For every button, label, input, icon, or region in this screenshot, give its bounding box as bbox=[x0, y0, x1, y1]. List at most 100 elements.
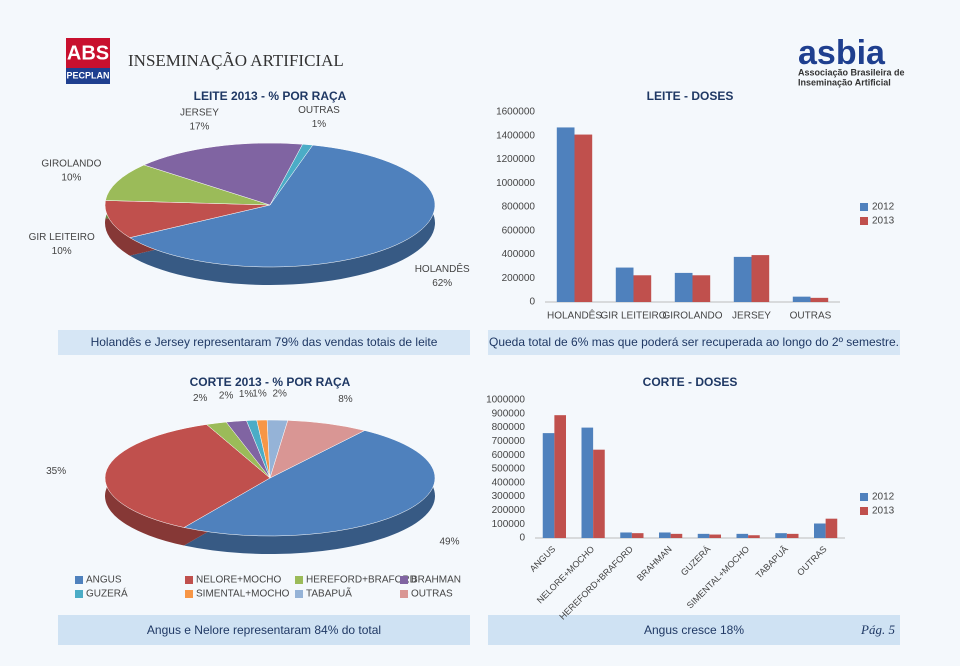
value-label: 10% bbox=[52, 246, 72, 257]
bar bbox=[556, 127, 575, 302]
chart-title: LEITE 2013 - % POR RAÇA bbox=[194, 89, 347, 103]
y-tick-label: 400000 bbox=[492, 477, 526, 488]
pie-slice bbox=[269, 143, 314, 206]
bar bbox=[542, 433, 555, 538]
legend-swatch bbox=[860, 217, 868, 225]
value-label: 49% bbox=[439, 537, 459, 548]
value-label: 62% bbox=[432, 278, 452, 289]
caption: Angus cresce 18% bbox=[644, 623, 744, 637]
x-tick-label: HOLANDÊS bbox=[547, 309, 602, 322]
value-label: 1% bbox=[312, 119, 327, 130]
y-tick-label: 1400000 bbox=[496, 130, 535, 141]
y-tick-label: 1200000 bbox=[496, 154, 535, 165]
caption-box bbox=[488, 330, 900, 355]
page-number: Pág. 5 bbox=[860, 622, 895, 637]
bar bbox=[697, 533, 710, 538]
chart-title: CORTE 2013 - % POR RAÇA bbox=[190, 375, 351, 389]
y-tick-label: 500000 bbox=[492, 464, 526, 475]
logo-left: ABS bbox=[67, 42, 109, 64]
value-label: 2% bbox=[193, 393, 208, 404]
bar bbox=[748, 535, 760, 538]
legend-swatch bbox=[860, 493, 868, 501]
bar bbox=[814, 523, 826, 538]
legend-swatch bbox=[185, 576, 193, 584]
legend-swatch bbox=[295, 576, 303, 584]
legend-swatch bbox=[860, 203, 868, 211]
y-tick-label: 400000 bbox=[502, 249, 536, 260]
value-label: 2% bbox=[273, 389, 288, 400]
pie-slice bbox=[143, 142, 304, 206]
bar bbox=[659, 532, 671, 538]
value-label: 10% bbox=[61, 173, 81, 184]
pie-slice bbox=[129, 144, 436, 268]
legend-swatch bbox=[860, 507, 868, 515]
legend-label: TABAPUÃ bbox=[306, 587, 352, 600]
bar bbox=[670, 533, 683, 538]
logo-left-sub: PECPLAN bbox=[66, 70, 109, 80]
bar bbox=[593, 449, 605, 538]
value-label: 8% bbox=[338, 394, 353, 405]
chart-title: CORTE - DOSES bbox=[643, 375, 738, 389]
logo-right-sub: Associação Brasileira de bbox=[798, 67, 905, 77]
logo-right: asbia bbox=[798, 34, 886, 72]
legend-swatch bbox=[75, 576, 83, 584]
legend-label: HEREFORD+BRAFORD bbox=[306, 575, 417, 586]
logo-right-sub: Inseminação Artificial bbox=[798, 77, 891, 87]
category-label: JERSEY bbox=[180, 108, 219, 119]
legend-swatch bbox=[400, 576, 408, 584]
legend-label: NELORE+MOCHO bbox=[196, 575, 282, 586]
x-tick-label: GIROLANDO bbox=[662, 311, 722, 322]
pie-slice bbox=[183, 430, 436, 537]
y-tick-label: 600000 bbox=[492, 450, 526, 461]
caption: Queda total de 6% mas que poderá ser rec… bbox=[489, 335, 899, 349]
bar bbox=[615, 267, 634, 302]
caption-box bbox=[58, 330, 470, 355]
bar bbox=[736, 533, 749, 538]
y-tick-label: 100000 bbox=[492, 519, 526, 530]
bar bbox=[574, 134, 593, 302]
value-label: 1% bbox=[252, 389, 267, 400]
legend-label: GUZERÁ bbox=[86, 587, 128, 600]
bar bbox=[825, 518, 838, 538]
category-label: GIR LEITEIRO bbox=[29, 232, 95, 243]
y-tick-label: 200000 bbox=[492, 505, 526, 516]
x-tick-label: OUTRAS bbox=[790, 311, 832, 322]
legend-label: SIMENTAL+MOCHO bbox=[196, 589, 290, 600]
value-label: 17% bbox=[189, 122, 209, 133]
category-label: OUTRAS bbox=[298, 105, 340, 116]
x-tick-label: GIR LEITEIRO bbox=[600, 311, 666, 322]
bar bbox=[775, 533, 787, 538]
value-label: 2% bbox=[219, 390, 234, 401]
bar bbox=[786, 533, 799, 538]
y-tick-label: 1600000 bbox=[496, 107, 535, 118]
legend-label: 2013 bbox=[872, 216, 895, 227]
x-tick-label: JERSEY bbox=[732, 311, 771, 322]
pie-slice bbox=[269, 420, 366, 479]
y-tick-label: 600000 bbox=[502, 225, 536, 236]
legend-label: 2012 bbox=[872, 492, 895, 503]
bar bbox=[631, 533, 644, 538]
bar bbox=[633, 275, 652, 302]
y-tick-label: 800000 bbox=[492, 422, 526, 433]
bar bbox=[554, 415, 566, 538]
y-tick-label: 700000 bbox=[492, 436, 526, 447]
bar bbox=[733, 256, 752, 302]
y-tick-label: 0 bbox=[529, 297, 535, 308]
caption: Angus e Nelore representaram 84% do tota… bbox=[147, 623, 381, 637]
bar bbox=[810, 297, 829, 302]
bar bbox=[674, 272, 693, 302]
chart-title: LEITE - DOSES bbox=[647, 89, 734, 103]
y-tick-label: 800000 bbox=[502, 202, 536, 213]
bar bbox=[709, 534, 721, 538]
legend-swatch bbox=[400, 590, 408, 598]
y-tick-label: 0 bbox=[519, 533, 525, 544]
bar bbox=[792, 296, 811, 302]
header-title: INSEMINAÇÃO ARTIFICIAL bbox=[128, 51, 344, 70]
pie-slice bbox=[104, 200, 271, 238]
y-tick-label: 200000 bbox=[502, 273, 536, 284]
y-tick-label: 900000 bbox=[492, 408, 526, 419]
caption: Holandês e Jersey representaram 79% das … bbox=[91, 335, 438, 349]
legend-swatch bbox=[75, 590, 83, 598]
y-tick-label: 1000000 bbox=[496, 178, 535, 189]
